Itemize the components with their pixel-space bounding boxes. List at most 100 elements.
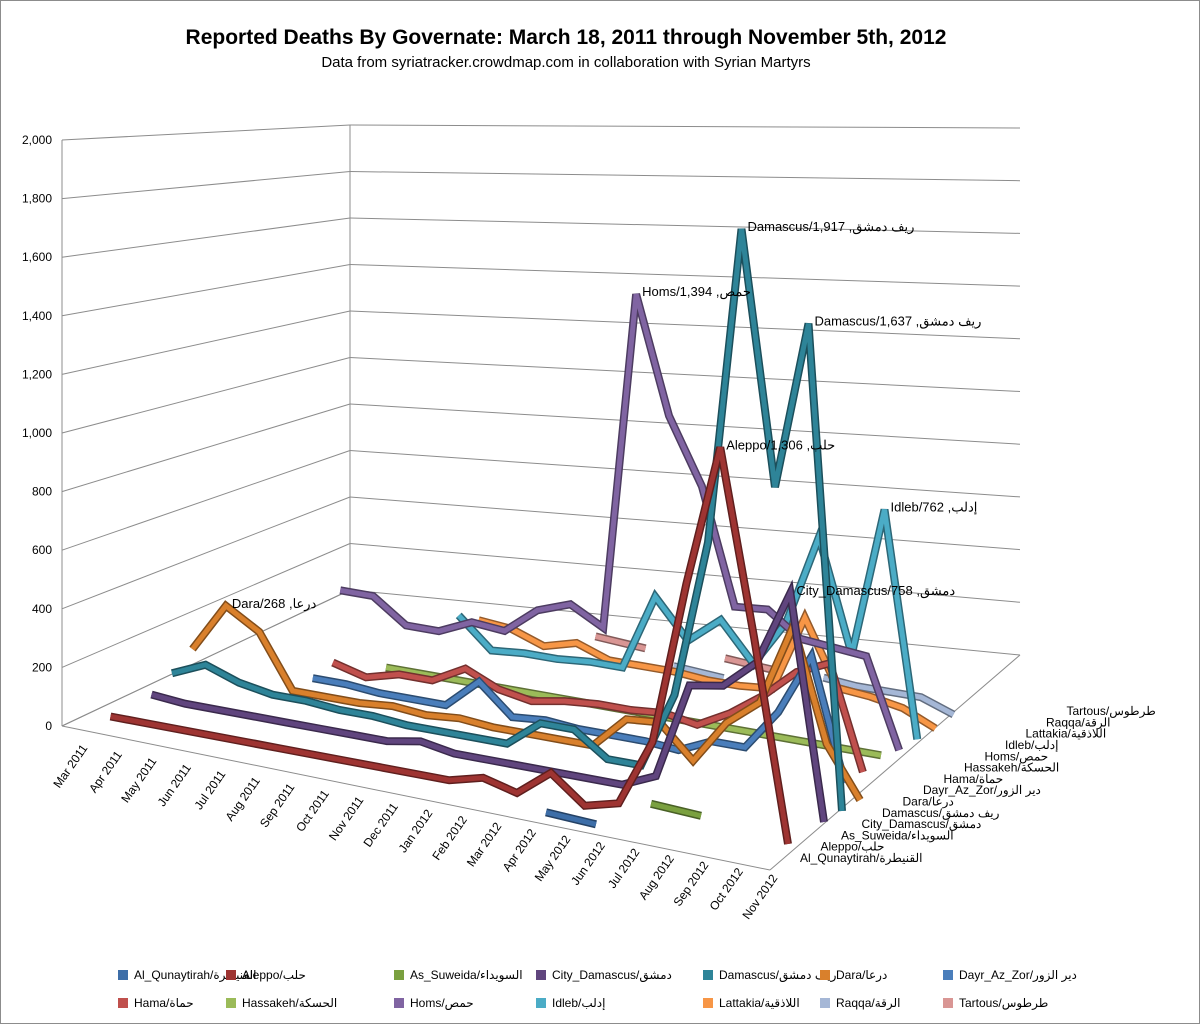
gridline-left: [61, 543, 351, 668]
y-tick-label: 0: [45, 719, 52, 733]
legend-label: Tartous/طرطوس: [959, 996, 1049, 1010]
legend-swatch: [226, 998, 236, 1008]
legend-label: Hama/حماة: [134, 996, 194, 1010]
x-tick-label: Nov 2012: [740, 871, 781, 921]
legend-swatch: [820, 998, 830, 1008]
data-label: Damascus/1,637 ,ريف دمشق: [815, 314, 982, 330]
depth-tick-label: Tartous/طرطوس: [1067, 704, 1156, 718]
y-tick-label: 1,000: [22, 426, 52, 440]
gridline-left: [61, 450, 351, 551]
y-tick-label: 2,000: [22, 133, 52, 147]
series-line: [594, 633, 647, 651]
x-tick-label: Jul 2012: [605, 845, 643, 890]
legend-swatch: [118, 970, 128, 980]
legend-item: City_Damascus/دمشق: [536, 968, 672, 982]
series-line: [339, 293, 902, 752]
depth-tick-label: Lattakia/اللاذقية: [1026, 727, 1107, 741]
gridline-left: [61, 496, 351, 610]
depth-tick-label: Raqqa/الرقة: [1046, 715, 1110, 729]
legend-item: Aleppo/حلب: [226, 968, 306, 982]
legend-label: Idleb/إدلب: [552, 996, 606, 1010]
x-tick-label: Apr 2011: [86, 748, 125, 795]
series-line: [822, 675, 955, 717]
x-tick-label: Jul 2011: [191, 767, 228, 812]
legend-label: Damascus/ريف دمشق: [719, 968, 837, 982]
legend-label: Dara/درعا: [836, 968, 888, 982]
depth-tick-label: Hama/حماة: [944, 772, 1004, 786]
legend-item: Hama/حماة: [118, 996, 194, 1010]
gridline-back: [349, 357, 1021, 392]
legend-swatch: [943, 970, 953, 980]
depth-tick-label: Homs/حمص: [985, 749, 1049, 763]
x-tick-label: Mar 2012: [464, 819, 505, 869]
x-tick-label: Feb 2012: [429, 813, 470, 863]
legend-label: Raqqa/الرقة: [836, 996, 901, 1010]
legend-swatch: [536, 970, 546, 980]
gridline-back: [349, 217, 1021, 234]
legend-item: Al_Qunaytirah/القنيطرة: [118, 968, 256, 982]
legend-label: Hassakeh/الحسكة: [242, 996, 338, 1010]
legend-swatch: [394, 998, 404, 1008]
x-tick-label: Sep 2012: [671, 858, 712, 908]
legend-item: Lattakia/اللاذقية: [703, 996, 800, 1010]
legend-label: Dayr_Az_Zor/دير الزور: [959, 968, 1077, 982]
legend-swatch: [536, 998, 546, 1008]
legend-label: City_Damascus/دمشق: [552, 968, 672, 982]
legend-swatch: [118, 998, 128, 1008]
gridline-back: [349, 171, 1021, 182]
legend-item: Dayr_Az_Zor/دير الزور: [943, 968, 1077, 982]
series-line: [150, 584, 827, 823]
gridline-left: [61, 264, 351, 317]
legend-item: Dara/درعا: [820, 968, 887, 982]
y-tick-label: 1,200: [22, 367, 52, 381]
legend-swatch: [703, 970, 713, 980]
depth-tick-label: Hassakeh/الحسكة: [964, 761, 1059, 775]
depth-tick-label: Damascus/ريف دمشق: [882, 806, 1000, 820]
gridline-left: [61, 171, 351, 200]
data-label: Dara/268 ,درعا: [232, 596, 317, 612]
x-tick-label: Oct 2011: [293, 787, 332, 834]
y-tick-label: 1,400: [22, 309, 52, 323]
depth-tick-label: Dayr_Az_Zor/دير الزور: [923, 783, 1041, 797]
legend-label: As_Suweida/السويداء: [410, 968, 523, 982]
series-line: [331, 660, 866, 773]
data-label: Aleppo/1,306 ,حلب: [726, 437, 835, 452]
series-line: [477, 611, 937, 731]
legend-item: Homs/حمص: [394, 996, 474, 1010]
gridline-left: [61, 124, 351, 141]
x-tick-label: Jun 2012: [568, 839, 608, 888]
gridline-left: [61, 357, 351, 434]
x-tick-label: Mar 2011: [50, 741, 90, 790]
depth-tick-label: City_Damascus/دمشق: [862, 817, 982, 831]
x-tick-label: Nov 2011: [326, 793, 367, 843]
y-tick-label: 1,800: [22, 192, 52, 206]
x-tick-label: Jan 2012: [396, 806, 436, 855]
legend-swatch: [703, 998, 713, 1008]
series-line: [110, 446, 791, 845]
y-tick-label: 1,600: [22, 250, 52, 264]
data-label: Damascus/1,917 ,ريف دمشق: [748, 219, 915, 235]
x-tick-label: May 2011: [118, 754, 159, 805]
data-label: Homs/1,394 ,حمص: [642, 284, 751, 300]
gridline-back: [349, 310, 1021, 340]
y-tick-label: 600: [32, 543, 52, 557]
series-line: [650, 801, 702, 819]
y-tick-label: 800: [32, 485, 52, 499]
legend-swatch: [943, 998, 953, 1008]
gridline-back: [349, 589, 1021, 656]
gridline-back: [349, 496, 1021, 551]
x-tick-label: Jun 2011: [155, 761, 194, 809]
legend-item: Tartous/طرطوس: [943, 996, 1048, 1010]
legend-label: Homs/حمص: [410, 996, 474, 1010]
legend-label: Aleppo/حلب: [242, 968, 306, 982]
y-tick-label: 200: [32, 660, 52, 674]
legend-item: Hassakeh/الحسكة: [226, 996, 337, 1010]
gridline-back: [349, 403, 1021, 445]
legend-item: Damascus/ريف دمشق: [703, 968, 836, 982]
gridline-back: [349, 264, 1021, 287]
gridline-back: [349, 124, 1021, 129]
gridline-back: [349, 450, 1021, 498]
depth-tick-label: Idleb/إدلب: [1005, 738, 1058, 753]
chart-title: Reported Deaths By Governate: March 18, …: [185, 26, 947, 49]
